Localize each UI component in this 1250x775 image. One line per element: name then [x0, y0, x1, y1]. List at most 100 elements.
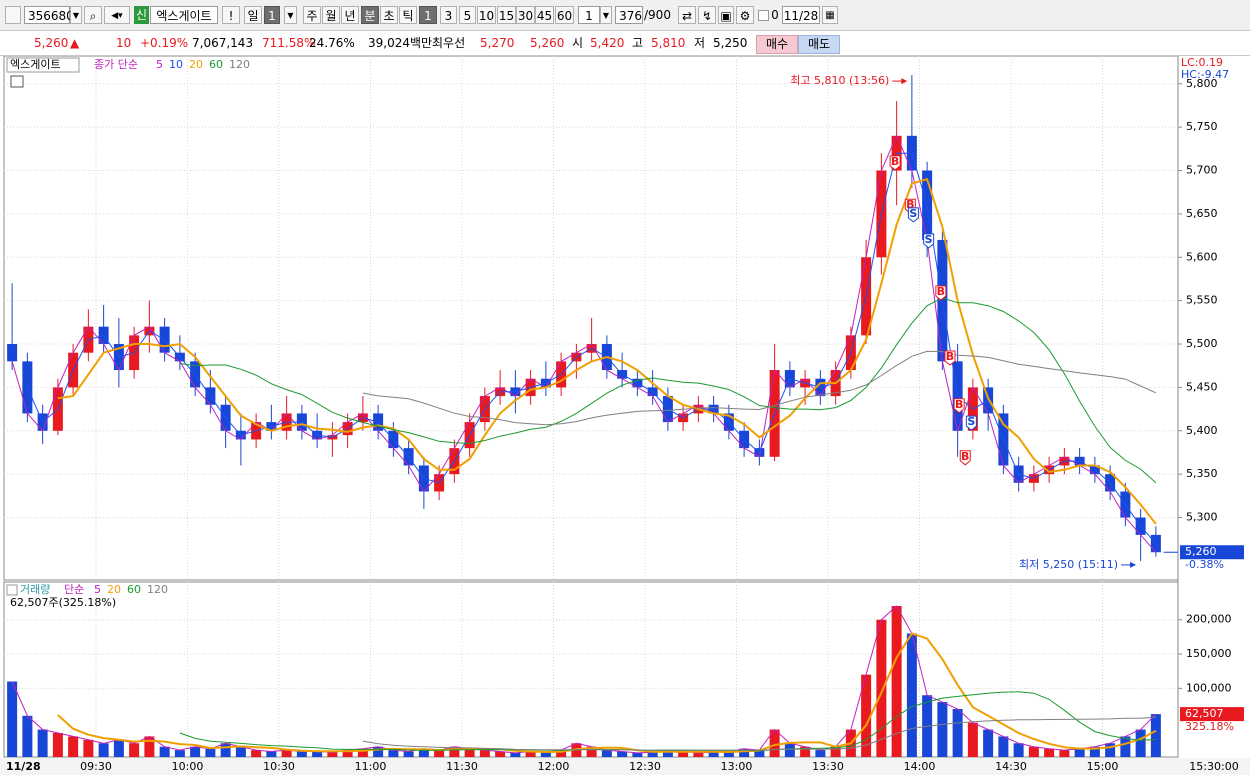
volume-bar [479, 750, 490, 757]
signal-label: S [925, 233, 933, 246]
volume-bar [464, 748, 475, 757]
tool-icon[interactable]: ↯ [698, 6, 716, 24]
period-button[interactable]: 주 [303, 6, 321, 24]
volume-bar [52, 732, 63, 757]
volume-bar [1135, 729, 1146, 757]
date-input[interactable]: 11/28 [782, 6, 820, 24]
volume-bar [113, 739, 124, 757]
sell-button[interactable]: 매도 [798, 35, 840, 54]
search-icon[interactable]: ⌕ [84, 6, 102, 24]
legend-box [6, 57, 80, 73]
y-tick-label: 5,550 [1186, 294, 1218, 307]
period-button[interactable]: 15 [497, 6, 516, 24]
quote-field: 10 [116, 36, 132, 50]
y-tick-label: 5,400 [1186, 424, 1218, 437]
volume-bar [449, 746, 460, 757]
legend-text: 5 [156, 58, 163, 71]
volume-bar [327, 752, 338, 757]
volume-bar [1105, 743, 1116, 757]
count-input[interactable]: 1 [578, 6, 600, 24]
moving-average [26, 152, 1157, 544]
volume-bar [205, 748, 216, 757]
period-button[interactable]: 틱 [399, 6, 417, 24]
volume-bar [876, 619, 887, 757]
volume-bar [1044, 748, 1055, 757]
period-button[interactable]: 10 [477, 6, 496, 24]
moving-average [362, 350, 1157, 426]
y-tick-label: 100,000 [1186, 681, 1232, 694]
period-button[interactable]: ! [222, 6, 240, 24]
signal-marker [959, 450, 971, 466]
last-volume-ratio: 325.18% [1185, 720, 1234, 733]
volume-bar [235, 746, 246, 757]
legend-text: 5 [94, 583, 101, 596]
moving-average [11, 134, 1157, 553]
volume-bar [678, 751, 689, 757]
x-axis-band [0, 758, 1250, 775]
period-button[interactable]: 1 [264, 6, 280, 24]
volume-bar [556, 750, 567, 757]
x-tick-label: 15:30:00 [1189, 760, 1238, 773]
menu-icon[interactable] [5, 6, 21, 24]
period-button[interactable]: 월 [322, 6, 340, 24]
period-button[interactable]: 30 [516, 6, 535, 24]
checkbox[interactable] [758, 10, 769, 21]
legend-text: 60 [127, 583, 141, 596]
volume-bar [159, 746, 170, 757]
volume-bar [37, 729, 48, 757]
sound-icon[interactable]: ◀▾ [104, 6, 130, 24]
save-icon[interactable]: ▣ [718, 6, 734, 24]
code-input[interactable]: 356680 [24, 6, 74, 24]
last-volume-tag [1180, 707, 1244, 722]
volume-bar [708, 752, 719, 757]
volume-bar [1120, 736, 1131, 757]
bars-input[interactable]: 376 [615, 6, 643, 24]
tool-icon[interactable]: ⇄ [678, 6, 696, 24]
last-price-label: 5,260 [1185, 545, 1217, 558]
y-tick-label: 5,350 [1186, 467, 1218, 480]
period-button[interactable]: 60 [555, 6, 574, 24]
volume-bar [98, 743, 109, 757]
volume-bar [174, 750, 185, 757]
volume-bar [861, 674, 872, 757]
volume-bar [617, 751, 628, 757]
signal-marker [965, 415, 977, 431]
legend-text: 10 [169, 58, 183, 71]
buy-button[interactable]: 매수 [756, 35, 798, 54]
period-button[interactable]: 초 [380, 6, 398, 24]
y-tick-label: 5,500 [1186, 337, 1218, 350]
volume-bar [830, 746, 841, 757]
annotation: 최고 5,810 (13:56) [790, 74, 889, 87]
period-button[interactable]: 1 [419, 6, 437, 24]
signal-label: B [906, 198, 914, 211]
period-button[interactable]: 분 [361, 6, 379, 24]
x-tick-label: 12:30 [629, 760, 661, 773]
annotation-arrowhead [1130, 561, 1137, 568]
dropdown[interactable]: ▼ [284, 6, 297, 24]
calendar-icon[interactable]: ▦ [822, 6, 838, 24]
x-tick-label: 14:30 [995, 760, 1027, 773]
volume-bar [647, 752, 658, 757]
x-tick-label: 13:00 [721, 760, 753, 773]
period-button[interactable]: 3 [440, 6, 457, 24]
legend-box [6, 584, 18, 596]
volume-bar [891, 606, 902, 757]
volume-bar [510, 752, 521, 757]
y-tick-label: 5,600 [1186, 250, 1218, 263]
period-button[interactable]: 년 [341, 6, 359, 24]
volume-bar [190, 746, 201, 757]
dropdown[interactable]: ▼ [600, 6, 612, 24]
quote-field: 5,260 [34, 36, 69, 50]
settings-icon[interactable]: ⚙ [736, 6, 754, 24]
dropdown[interactable]: ▼ [70, 6, 82, 24]
y-tick-label: 5,450 [1186, 380, 1218, 393]
volume-bar [754, 750, 765, 757]
volume-bar [769, 729, 780, 757]
quote-field: 최우선 [432, 36, 466, 50]
period-button[interactable]: 45 [535, 6, 554, 24]
period-button[interactable]: 5 [459, 6, 476, 24]
period-button[interactable]: 일 [244, 6, 262, 24]
volume-average [362, 716, 1156, 751]
volume-summary: 62,507주(325.18%) [10, 596, 116, 609]
